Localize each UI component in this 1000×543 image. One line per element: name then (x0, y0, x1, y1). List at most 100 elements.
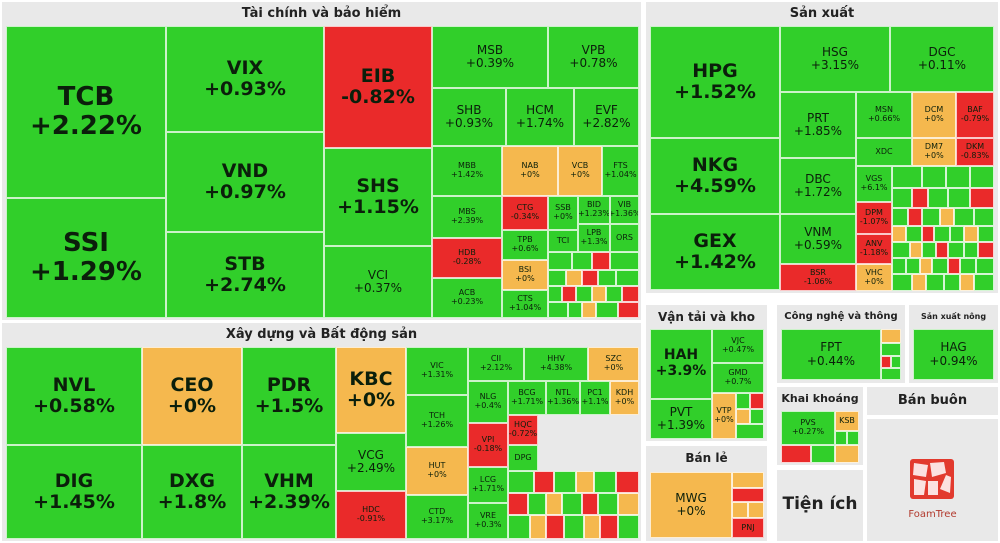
tile-hpg[interactable]: HPG +1.52% (650, 26, 780, 138)
tile-vpi[interactable]: VPI -0.18% (468, 423, 508, 467)
tile-evf[interactable]: EVF +2.82% (574, 88, 639, 146)
tile-bcg[interactable]: BCG +1.71% (508, 381, 546, 415)
tile-nkg[interactable]: NKG +4.59% (650, 138, 780, 214)
tile-hut[interactable]: HUT +0% (406, 447, 468, 495)
sector-manufacturing[interactable]: Sản xuất HPG +1.52% NKG +4.59% GEX +1.42… (646, 2, 998, 293)
tile-dpg[interactable]: DPG (508, 445, 538, 471)
tile-baf[interactable]: BAF -0.79% (956, 92, 994, 138)
tile-fpt[interactable]: FPT +0.44% (781, 329, 881, 380)
sector-mining[interactable]: Khai khoáng PVS +0.27% KSB (777, 387, 863, 465)
tile-mbs[interactable]: MBS +2.39% (432, 196, 502, 238)
tile-vix[interactable]: VIX +0.93% (166, 26, 324, 132)
sector-retail[interactable]: Bán lẻ MWG +0% PNJ (646, 446, 767, 541)
tile-nlg[interactable]: NLG +0.4% (468, 381, 508, 423)
tile-lpb[interactable]: LPB +1.3% (578, 224, 610, 252)
tile-pdr[interactable]: PDR +1.5% (242, 347, 336, 445)
small-tiles-mosaic[interactable] (881, 329, 901, 380)
tile-szc[interactable]: SZC +0% (588, 347, 639, 381)
tile-pnj[interactable]: PNJ (732, 518, 764, 538)
sector-agriculture[interactable]: Sản xuất nông nghiệp HAG +0.94% (909, 305, 998, 383)
sector-construction-realestate[interactable]: Xây dựng và Bất động sản NVL +0.58% DIG … (2, 323, 641, 541)
tile-vcb[interactable]: VCB +0% (558, 146, 602, 196)
tile-hag[interactable]: HAG +0.94% (913, 329, 994, 380)
tile-vtp[interactable]: VTP +0% (712, 393, 736, 439)
tile-hcm[interactable]: HCM +1.74% (506, 88, 574, 146)
tile-shs[interactable]: SHS +1.15% (324, 148, 432, 246)
tile-pvs[interactable]: PVS +0.27% (781, 411, 835, 445)
tile-vnm[interactable]: VNM +0.59% (780, 214, 856, 264)
tile-nab[interactable]: NAB +0% (502, 146, 558, 196)
small-tiles-mosaic[interactable] (548, 252, 639, 318)
tile-vci[interactable]: VCI +0.37% (324, 246, 432, 318)
tile-vnd[interactable]: VND +0.97% (166, 132, 324, 232)
tile-ntl[interactable]: NTL +1.36% (546, 381, 580, 415)
small-tiles-mosaic[interactable] (732, 472, 764, 518)
tile-vhc[interactable]: VHC +0% (856, 264, 892, 291)
tile-gex[interactable]: GEX +1.42% (650, 214, 780, 290)
tile-cii[interactable]: CII +2.12% (468, 347, 524, 381)
tile-mwg[interactable]: MWG +0% (650, 472, 732, 538)
tile-hdb[interactable]: HDB -0.28% (432, 238, 502, 278)
tile-tch[interactable]: TCH +1.26% (406, 395, 468, 447)
sector-wholesale[interactable]: Bán buôn (867, 387, 998, 415)
tile-gmd[interactable]: GMD +0.7% (712, 363, 764, 393)
tile-hhv[interactable]: HHV +4.38% (524, 347, 588, 381)
tile-vpb[interactable]: VPB +0.78% (548, 26, 639, 88)
tile-mbb[interactable]: MBB +1.42% (432, 146, 502, 196)
tile-ssb[interactable]: SSB +0% (548, 196, 578, 230)
tile-pvt[interactable]: PVT +1.39% (650, 399, 712, 439)
tile-dpm[interactable]: DPM -1.07% (856, 202, 892, 234)
tile-tcb[interactable]: TCB +2.22% (6, 26, 166, 198)
tile-hdc[interactable]: HDC -0.91% (336, 491, 406, 539)
tile-msb[interactable]: MSB +0.39% (432, 26, 548, 88)
tile-vic[interactable]: VIC +1.31% (406, 347, 468, 395)
tile-ceo[interactable]: CEO +0% (142, 347, 242, 445)
tile-kdh[interactable]: KDH +0% (610, 381, 639, 415)
tile-dcm[interactable]: DCM +0% (912, 92, 956, 138)
tile-ctd[interactable]: CTD +3.17% (406, 495, 468, 539)
tile-dbc[interactable]: DBC +1.72% (780, 158, 856, 214)
tile-anv[interactable]: ANV -1.18% (856, 234, 892, 264)
tile-ksb[interactable]: KSB (835, 411, 859, 431)
tile-eib[interactable]: EIB -0.82% (324, 26, 432, 148)
tile-dm7[interactable]: DM7 +0% (912, 138, 956, 166)
tile-cts[interactable]: CTS +1.04% (502, 290, 548, 318)
sector-utilities[interactable]: Tiện ích (777, 470, 863, 541)
tile-prt[interactable]: PRT +1.85% (780, 92, 856, 158)
tile-shb[interactable]: SHB +0.93% (432, 88, 506, 146)
tile-dgc[interactable]: DGC +0.11% (890, 26, 994, 92)
small-tiles-mosaic[interactable] (781, 431, 859, 463)
tile-fts[interactable]: FTS +1.04% (602, 146, 639, 196)
small-tiles-mosaic[interactable] (892, 166, 994, 291)
tile-ors[interactable]: ORS (610, 224, 639, 252)
tile-ssi[interactable]: SSI +1.29% (6, 198, 166, 318)
sector-tech[interactable]: Công nghệ và thông tin FPT +0.44% (777, 305, 905, 383)
tile-stb[interactable]: STB +2.74% (166, 232, 324, 318)
tile-vjc[interactable]: VJC +0.47% (712, 329, 764, 363)
tile-tpb[interactable]: TPB +0.6% (502, 230, 548, 260)
tile-dkm[interactable]: DKM -0.83% (956, 138, 994, 166)
tile-nvl[interactable]: NVL +0.58% (6, 347, 142, 445)
tile-vib[interactable]: VIB +1.36% (610, 196, 639, 224)
tile-pc1[interactable]: PC1 +1.1% (580, 381, 610, 415)
tile-kbc[interactable]: KBC +0% (336, 347, 406, 433)
sector-finance[interactable]: Tài chính và bảo hiểm TCB +2.22% SSI +1.… (2, 2, 641, 320)
tile-hqc[interactable]: HQC -0.72% (508, 415, 538, 445)
tile-dig[interactable]: DIG +1.45% (6, 445, 142, 539)
sector-transport[interactable]: Vận tải và kho bãi HAH +3.9% PVT +1.39% … (646, 305, 767, 441)
tile-bid[interactable]: BID +1.23% (578, 196, 610, 224)
tile-acb[interactable]: ACB +0.23% (432, 278, 502, 318)
tile-dxg[interactable]: DXG +1.8% (142, 445, 242, 539)
small-tiles-mosaic[interactable] (508, 471, 639, 539)
tile-vcg[interactable]: VCG +2.49% (336, 433, 406, 491)
tile-ctg[interactable]: CTG -0.34% (502, 196, 548, 230)
tile-vhm[interactable]: VHM +2.39% (242, 445, 336, 539)
tile-vre[interactable]: VRE +0.3% (468, 503, 508, 539)
tile-bsi[interactable]: BSI +0% (502, 260, 548, 290)
tile-lcg[interactable]: LCG +1.71% (468, 467, 508, 503)
small-tiles-mosaic[interactable] (736, 393, 764, 439)
tile-bsr[interactable]: BSR -1.06% (780, 264, 856, 291)
tile-hsg[interactable]: HSG +3.15% (780, 26, 890, 92)
tile-tci[interactable]: TCI (548, 230, 578, 252)
tile-hah[interactable]: HAH +3.9% (650, 329, 712, 399)
